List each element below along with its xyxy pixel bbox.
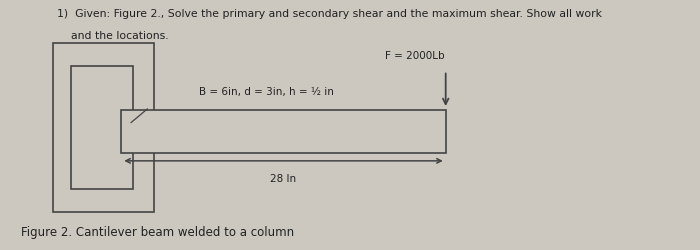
Bar — [121, 110, 446, 154]
Text: B = 6in, d = 3in, h = ½ in: B = 6in, d = 3in, h = ½ in — [199, 86, 334, 97]
Text: Figure 2. Cantilever beam welded to a column: Figure 2. Cantilever beam welded to a co… — [21, 226, 294, 239]
Bar — [53, 44, 154, 211]
Text: 1)  Given: Figure 2., Solve the primary and secondary shear and the maximum shea: 1) Given: Figure 2., Solve the primary a… — [57, 9, 601, 19]
Bar — [71, 66, 133, 189]
Text: F = 2000Lb: F = 2000Lb — [385, 51, 444, 61]
Text: and the locations.: and the locations. — [57, 31, 168, 41]
Text: 28 In: 28 In — [270, 174, 297, 184]
